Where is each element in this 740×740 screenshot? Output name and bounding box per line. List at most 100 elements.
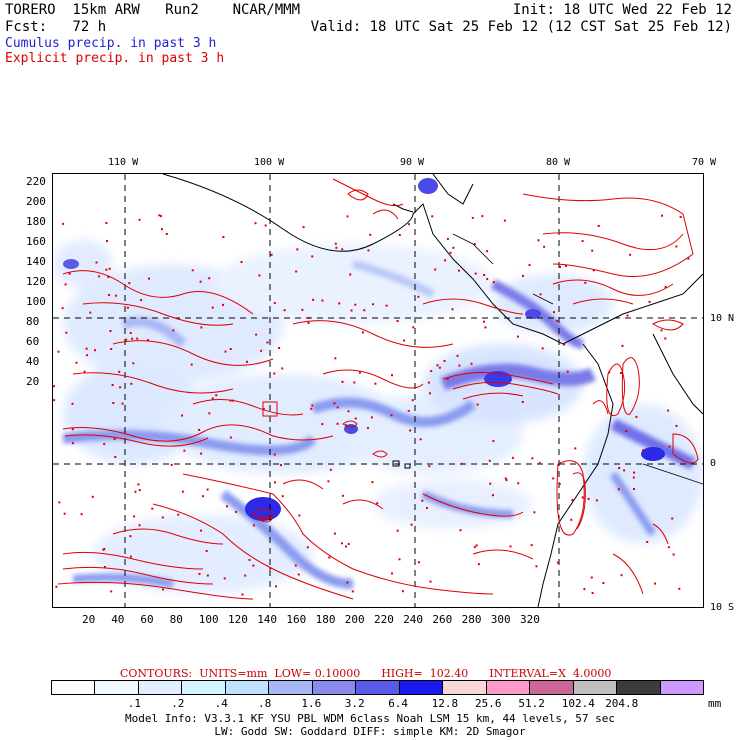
precip-speck — [429, 392, 431, 395]
colorbar-label: 102.4 — [561, 697, 595, 710]
y-tick-label: 80 — [26, 315, 40, 328]
precip-speck — [229, 348, 232, 350]
precip-speck — [346, 581, 349, 584]
colorbar-swatch — [312, 681, 357, 694]
precip-speck — [63, 512, 66, 515]
x-tick-label: 80 — [169, 613, 183, 626]
lon-label-100w: 100 W — [254, 157, 285, 168]
precip-speck — [679, 216, 682, 218]
x-tick-label: 220 — [374, 613, 394, 626]
precip-speck — [55, 585, 58, 588]
precip-speck — [581, 240, 584, 243]
model-info-line2: LW: Godd SW: Goddard DIFF: simple KM: 2D… — [214, 725, 526, 738]
x-tick-label: 180 — [315, 613, 336, 626]
precip-speck — [553, 311, 555, 314]
precip-speck — [646, 541, 649, 543]
precip-speck — [275, 585, 277, 588]
precip-speck — [511, 456, 514, 459]
y-tick-label: 20 — [26, 375, 40, 388]
precip-speck — [114, 456, 117, 458]
precip-speck — [333, 532, 336, 535]
precip-speck — [475, 544, 478, 547]
precip-speck — [417, 561, 420, 564]
colorbar-swatch — [269, 681, 313, 694]
colorbar-label: 204.8 — [605, 697, 639, 710]
colorbar-label: 25.6 — [475, 697, 502, 710]
precip-speck — [675, 424, 678, 427]
precip-speck — [312, 298, 315, 301]
precip-speck — [75, 361, 78, 364]
precip-speck — [147, 339, 150, 342]
precip-speck — [103, 443, 106, 446]
precip-speck — [244, 574, 247, 577]
precip-speck — [208, 412, 211, 415]
colorbar-label: 51.2 — [518, 697, 545, 710]
precip-speck — [131, 337, 134, 340]
y-tick-label: 200 — [26, 195, 46, 208]
precip-speck — [376, 502, 379, 505]
precip-speck — [434, 268, 437, 271]
precip-speck — [503, 219, 506, 222]
precip-speck — [521, 401, 524, 403]
precip-speck — [311, 255, 314, 258]
precip-speck — [335, 246, 338, 249]
precip-speck — [668, 445, 671, 448]
contour-info: CONTOURS: UNITS=mm LOW= 0.10000 HIGH= 10… — [120, 667, 612, 680]
colorbar-swatch — [356, 681, 400, 694]
lon-label-70w: 70 W — [692, 157, 717, 168]
precip-speck — [329, 468, 332, 471]
precip-speck — [200, 452, 203, 455]
precip-speck — [133, 515, 136, 518]
precip-speck — [625, 430, 628, 432]
precip-speck — [488, 459, 491, 462]
precip-speck — [321, 299, 324, 302]
precip-speck — [327, 480, 330, 483]
precip-speck — [483, 320, 485, 323]
precip-speck — [222, 303, 224, 306]
precip-speck — [556, 561, 559, 564]
precip-speck — [398, 234, 401, 236]
lon-label-80w: 80 W — [546, 157, 571, 168]
precip-speck — [206, 574, 209, 577]
precip-speck — [642, 449, 644, 452]
colorbar-swatch — [660, 681, 704, 694]
precip-speck — [477, 563, 480, 566]
colorbar-swatch — [617, 681, 661, 694]
precip-speck — [563, 343, 566, 346]
precip-speck — [350, 309, 353, 312]
precip-speck — [566, 370, 569, 373]
colorbar — [51, 680, 704, 695]
precip-speck — [367, 249, 370, 252]
precip-speck — [492, 440, 495, 443]
precip-speck — [151, 507, 154, 510]
lat-label-0: 0 — [710, 458, 717, 469]
precip-speck — [105, 222, 108, 224]
precip-speck — [541, 347, 544, 350]
colorbar-label: 3.2 — [344, 697, 365, 710]
precip-speck — [509, 545, 512, 548]
precip-speck — [678, 587, 681, 590]
precip-speck — [264, 224, 267, 227]
precip-speck — [456, 354, 459, 357]
precip-speck — [200, 529, 203, 532]
precip-speck — [403, 339, 406, 342]
precip-speck — [366, 427, 369, 430]
precip-speck — [181, 490, 184, 493]
precip-speck — [108, 267, 111, 270]
precip-speck — [492, 281, 495, 284]
precip-speck — [538, 462, 541, 465]
precipitation-map — [52, 173, 704, 608]
precip-speck — [170, 463, 173, 466]
precip-speck — [587, 497, 590, 500]
precip-speck — [95, 261, 98, 264]
cumulus-light-fields — [53, 239, 703, 594]
x-tick-label: 40 — [111, 613, 125, 626]
precip-speck — [591, 249, 594, 252]
precip-speck — [531, 457, 534, 460]
y-tick-label: 160 — [26, 235, 46, 248]
precip-speck — [407, 409, 410, 412]
precip-speck — [80, 513, 83, 516]
precip-speck — [660, 329, 663, 332]
precip-speck — [198, 428, 201, 431]
precip-speck — [241, 593, 244, 596]
